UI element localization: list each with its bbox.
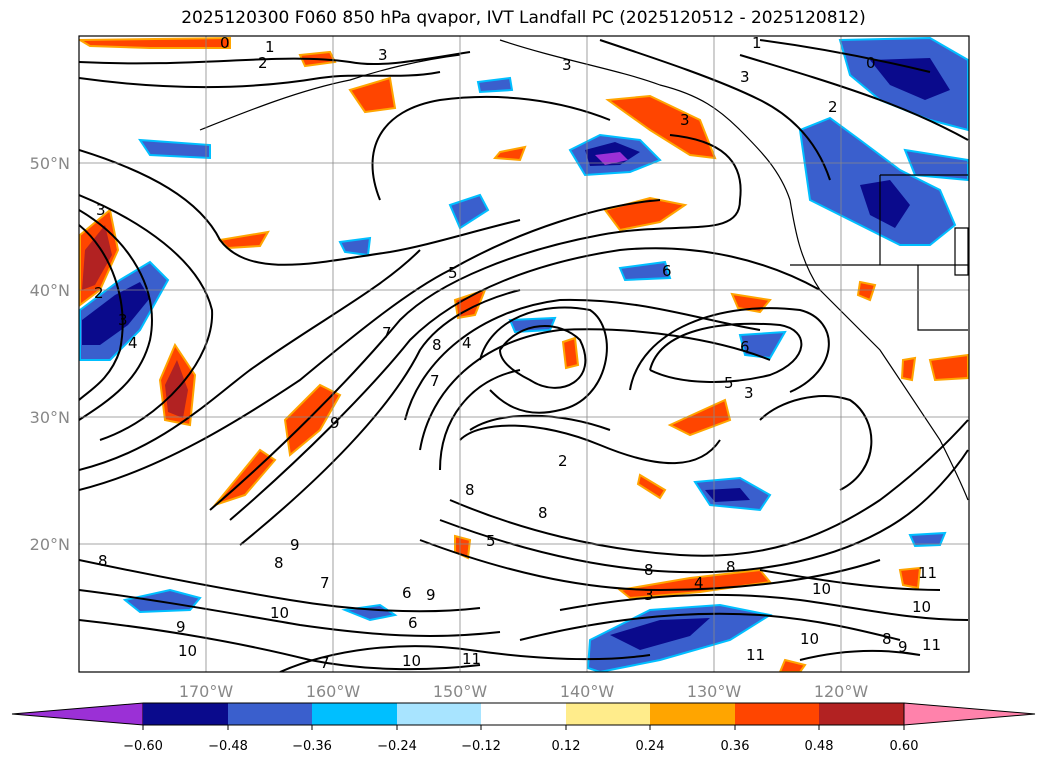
contour-label: 6 [740, 338, 750, 356]
graticule [79, 36, 969, 672]
colorbar-bin [312, 703, 397, 725]
contour-label: 9 [898, 638, 908, 656]
lon-tick-label: 160°W [306, 682, 361, 701]
contour-label: 6 [408, 614, 418, 632]
lat-tick-label: 20°N [30, 535, 70, 554]
lat-tick-label: 50°N [30, 154, 70, 173]
contour-label: 8 [274, 554, 284, 572]
contour-label: 3 [562, 56, 572, 74]
contour-label: 7 [430, 372, 440, 390]
colorbar-tick-label: 0.24 [636, 739, 665, 754]
chart-title: 2025120300 F060 850 hPa qvapor, IVT Land… [181, 8, 866, 28]
contour-label: 11 [462, 650, 481, 668]
contour-label: 7 [382, 324, 392, 342]
contour-label: 2 [258, 54, 268, 72]
longitude-axis: 170°W 160°W 150°W 140°W 130°W 120°W [179, 682, 869, 701]
lon-tick-label: 130°W [687, 682, 742, 701]
latitude-axis: 50°N 40°N 30°N 20°N [30, 154, 70, 554]
contour-label: 8 [726, 558, 736, 576]
colorbar-bin [481, 703, 566, 725]
contour-label: 9 [426, 586, 436, 604]
colorbar-tick-label: 0.36 [721, 739, 750, 754]
contour-label: 3 [744, 384, 754, 402]
colorbar-tick-label: −0.36 [292, 739, 332, 754]
contour-label: 6 [402, 584, 412, 602]
contour-label: 4 [694, 574, 704, 592]
contour-label: 9 [290, 536, 300, 554]
contour-label: 11 [922, 636, 941, 654]
contour-label: 3 [740, 68, 750, 86]
colorbar: −0.60 −0.48 −0.36 −0.24 −0.12 0.12 0.24 … [11, 702, 1036, 754]
contour-label: 4 [128, 334, 138, 352]
contour-label: 1 [752, 34, 762, 52]
colorbar-bin [228, 703, 312, 725]
contour-label: 2 [94, 284, 104, 302]
contour-label-group: 0 1 2 3 3 3 1 3 2 0 2 3 4 3 5 6 7 8 4 7 … [94, 34, 941, 672]
ivt-contour-lines [79, 39, 969, 672]
colorbar-bin [397, 703, 481, 725]
contour-label: 10 [270, 604, 289, 622]
colorbar-tick-label: −0.12 [461, 739, 501, 754]
contour-label: 9 [330, 414, 340, 432]
contour-label: 7 [320, 654, 330, 672]
colorbar-bin [650, 703, 735, 725]
contour-label: 2 [828, 98, 838, 116]
contour-label: 0 [866, 54, 876, 72]
contour-label: 1 [265, 38, 275, 56]
contour-label: 8 [432, 336, 442, 354]
contour-label: 9 [176, 618, 186, 636]
colorbar-bin [566, 703, 650, 725]
colorbar-bin [735, 703, 819, 725]
colorbar-bin [819, 703, 904, 725]
colorbar-tick-label: −0.48 [208, 739, 248, 754]
contour-label: 10 [800, 630, 819, 648]
contour-label: 3 [644, 586, 654, 604]
contour-label: 8 [538, 504, 548, 522]
colorbar-extend-low [11, 702, 144, 726]
lon-tick-label: 170°W [179, 682, 234, 701]
contour-label: 11 [918, 564, 937, 582]
lat-tick-label: 30°N [30, 408, 70, 427]
contour-label: 10 [178, 642, 197, 660]
lat-tick-label: 40°N [30, 281, 70, 300]
contour-label: 3 [680, 111, 690, 129]
colorbar-bin [143, 703, 228, 725]
colorbar-tick-label: 0.12 [552, 739, 581, 754]
contour-label: 6 [662, 262, 672, 280]
coastline [199, 39, 969, 501]
contour-label: 2 [558, 452, 568, 470]
contour-label: 8 [465, 481, 475, 499]
contour-label: 5 [448, 264, 458, 282]
colorbar-tick-label: −0.60 [123, 739, 163, 754]
colorbar-extend-high [903, 702, 1036, 726]
contour-label: 5 [486, 532, 496, 550]
contour-label: 8 [98, 552, 108, 570]
contour-label: 3 [118, 311, 128, 329]
contour-label: 8 [882, 630, 892, 648]
lon-tick-label: 150°W [433, 682, 488, 701]
contour-label: 5 [724, 374, 734, 392]
contour-label: 3 [96, 201, 106, 219]
contour-label: 8 [644, 561, 654, 579]
lon-tick-label: 140°W [560, 682, 615, 701]
contour-label: 3 [378, 46, 388, 64]
colorbar-tick-label: −0.24 [377, 739, 417, 754]
contour-label: 0 [220, 34, 230, 52]
contour-label: 10 [912, 598, 931, 616]
contour-label: 4 [462, 334, 472, 352]
map-frame [78, 35, 970, 673]
contour-label: 10 [812, 580, 831, 598]
contour-label: 7 [320, 574, 330, 592]
contour-label: 10 [402, 652, 421, 670]
contour-label: 11 [746, 646, 765, 664]
colorbar-tick-label: 0.48 [805, 739, 834, 754]
lon-tick-label: 120°W [814, 682, 869, 701]
colorbar-tick-label: 0.60 [890, 739, 919, 754]
map-plot-area: 0 1 2 3 3 3 1 3 2 0 2 3 4 3 5 6 7 8 4 7 … [79, 34, 969, 672]
